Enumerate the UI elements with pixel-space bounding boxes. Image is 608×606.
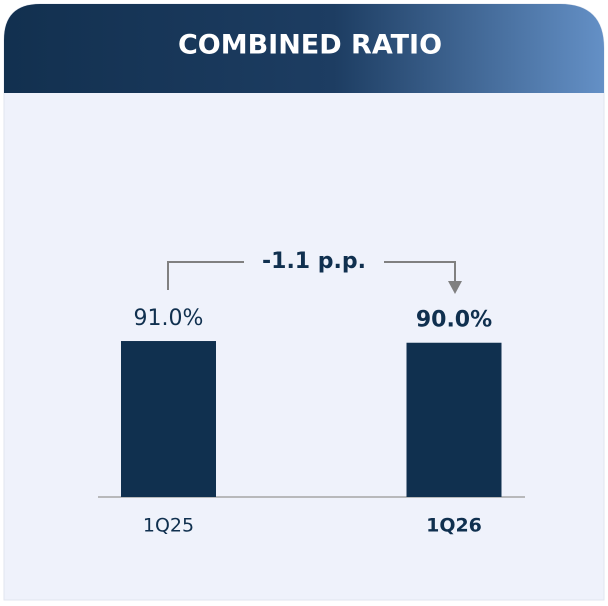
bar bbox=[406, 342, 502, 497]
value-label: 90.0% bbox=[416, 308, 492, 333]
change-bracket bbox=[167, 261, 456, 290]
value-label: 91.0% bbox=[134, 306, 204, 331]
bar bbox=[121, 341, 216, 497]
chart-title: COMBINED RATIO bbox=[178, 30, 442, 61]
x-tick-label: 1Q26 bbox=[426, 515, 482, 537]
card bbox=[3, 3, 605, 601]
change-arrow bbox=[448, 281, 462, 294]
change-annotation: -1.1 p.p. bbox=[262, 249, 366, 274]
card-header bbox=[4, 4, 604, 93]
x-tick-label: 1Q25 bbox=[143, 515, 194, 537]
